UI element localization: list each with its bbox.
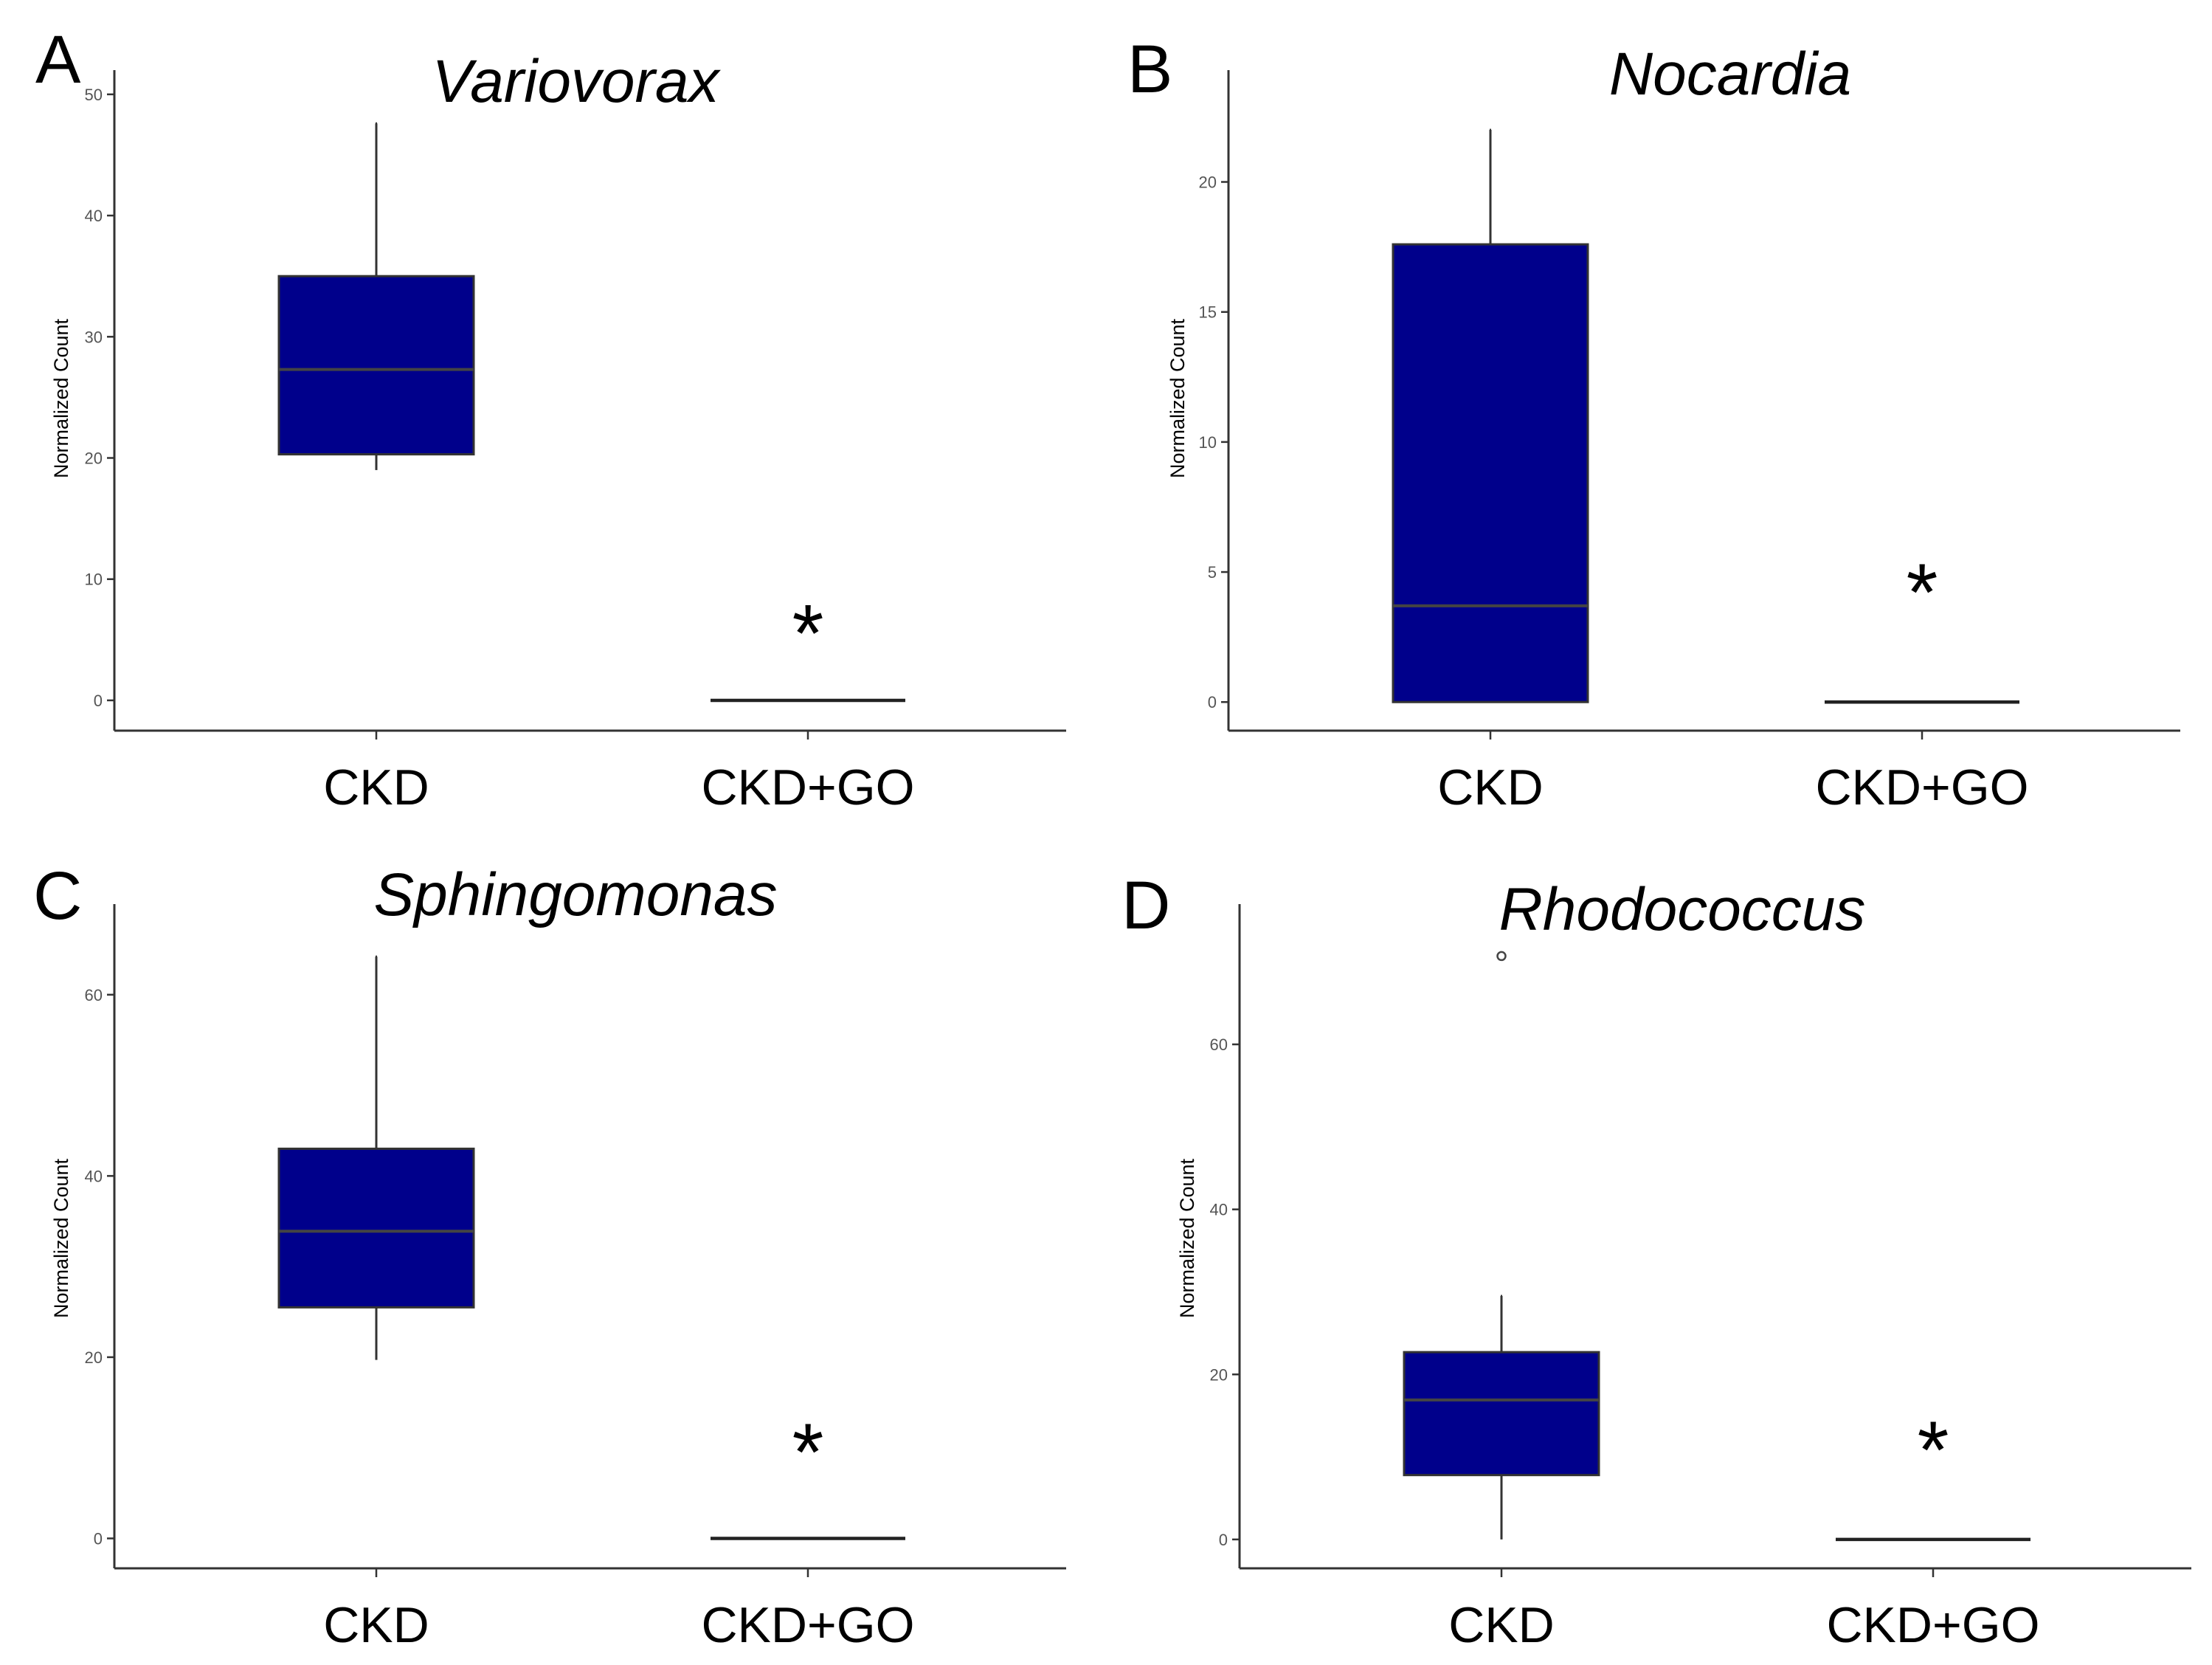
y-tick-label: 40 xyxy=(1210,1201,1228,1219)
chart-title: Variovorax xyxy=(432,48,722,115)
y-tick-label: 10 xyxy=(85,570,103,589)
panel-d: D Rhodococcus 0 20 40 60 Normalized Count CKD CK… xyxy=(1121,868,2191,1653)
y-tick-label: 30 xyxy=(85,328,103,346)
x-category-label: CKD+GO xyxy=(701,759,914,816)
chart-title: Sphingomonas xyxy=(373,861,777,928)
y-axis-title: Normalized Count xyxy=(1167,318,1189,478)
y-tick-label: 50 xyxy=(85,86,103,104)
x-category-label: CKD xyxy=(1448,1597,1555,1653)
y-tick-label: 40 xyxy=(85,1167,103,1185)
x-category-label: CKD+GO xyxy=(1826,1597,2039,1653)
panel-letter: D xyxy=(1121,868,1170,943)
chart-title: Rhodococcus xyxy=(1499,876,1866,943)
y-tick-label: 0 xyxy=(1219,1531,1228,1549)
outlier-point xyxy=(1496,951,1507,962)
y-tick-label: 20 xyxy=(85,1348,103,1367)
y-tick-label: 0 xyxy=(94,692,103,710)
box-iqr xyxy=(277,275,475,456)
y-tick-label: 0 xyxy=(1208,693,1217,711)
y-tick-label: 5 xyxy=(1208,563,1217,582)
y-axis-title: Normalized Count xyxy=(50,318,72,478)
y-tick-label: 60 xyxy=(85,986,103,1004)
box-iqr xyxy=(277,1148,475,1309)
x-category-label: CKD+GO xyxy=(701,1597,914,1653)
y-axis-title: Normalized Count xyxy=(1176,1158,1198,1318)
y-tick-label: 40 xyxy=(85,207,103,225)
box-iqr xyxy=(1403,1351,1600,1477)
box-iqr xyxy=(1392,243,1589,703)
y-tick-label: 60 xyxy=(1210,1035,1228,1054)
x-category-label: CKD xyxy=(1437,759,1544,816)
y-tick-label: 20 xyxy=(85,449,103,468)
panel-b: B Nocardia 0 5 10 15 20 Normalized Count CKD CKD+… xyxy=(1127,32,2180,816)
significance-asterisk: * xyxy=(1918,1405,1949,1496)
y-tick-label: 20 xyxy=(1210,1365,1228,1384)
x-category-label: CKD+GO xyxy=(1815,759,2028,816)
significance-asterisk: * xyxy=(792,1407,824,1497)
y-tick-label: 0 xyxy=(94,1529,103,1548)
chart-title: Nocardia xyxy=(1609,41,1851,108)
panel-letter: A xyxy=(35,22,81,97)
significance-asterisk: * xyxy=(792,588,824,679)
panel-c: C Sphingomonas 0 20 40 60 Normalized Count CKD C… xyxy=(33,858,1066,1653)
y-tick-label: 15 xyxy=(1199,303,1217,322)
y-tick-label: 10 xyxy=(1199,433,1217,452)
x-category-label: CKD xyxy=(323,1597,429,1653)
panel-letter: C xyxy=(33,858,82,934)
x-category-label: CKD xyxy=(323,759,429,816)
panel-a: A Variovorax 0 10 20 30 40 50 Normalized Count CK… xyxy=(35,22,1066,816)
y-axis-title: Normalized Count xyxy=(50,1158,72,1318)
significance-asterisk: * xyxy=(1907,548,1938,638)
y-tick-label: 20 xyxy=(1199,173,1217,192)
panel-letter: B xyxy=(1127,32,1172,107)
